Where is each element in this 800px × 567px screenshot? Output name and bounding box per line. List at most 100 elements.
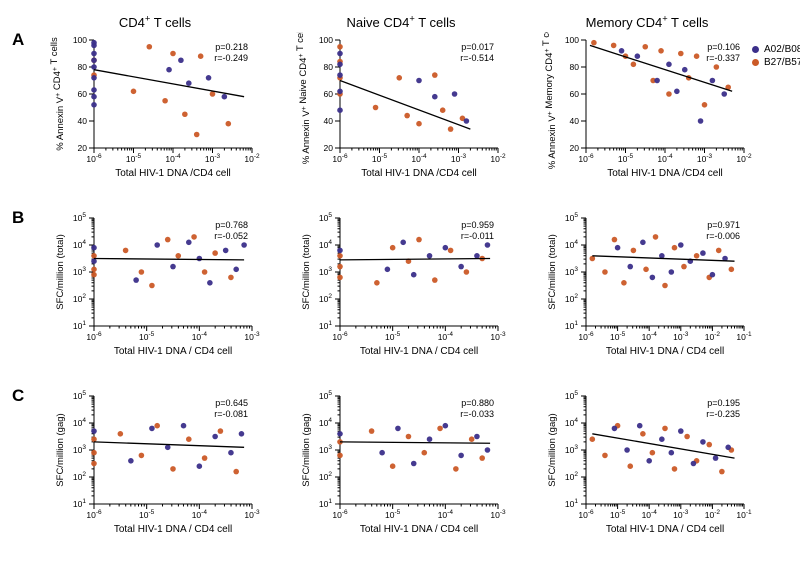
svg-text:10-5: 10-5 [385, 331, 401, 342]
panel-B1: 10-610-510-410-3101102103104105Total HIV… [50, 210, 260, 358]
svg-text:105: 105 [319, 390, 332, 401]
svg-text:10-3: 10-3 [673, 509, 689, 520]
svg-text:10-6: 10-6 [86, 509, 102, 520]
svg-text:10-4: 10-4 [192, 509, 208, 520]
svg-text:10-2: 10-2 [705, 509, 721, 520]
svg-text:10-3: 10-3 [490, 331, 506, 342]
svg-text:10-3: 10-3 [244, 331, 260, 342]
col-header-2: Naive CD4+ T cells [296, 14, 506, 30]
svg-text:100: 100 [565, 35, 579, 45]
row-label-C: C [12, 386, 24, 406]
svg-text:r=-0.514: r=-0.514 [460, 53, 494, 63]
panel-B2: 10-610-510-410-3101102103104105Total HIV… [296, 210, 506, 358]
svg-text:103: 103 [565, 266, 578, 277]
svg-text:Total HIV-1 DNA / CD4 cell: Total HIV-1 DNA / CD4 cell [114, 524, 232, 535]
svg-text:104: 104 [565, 417, 578, 428]
svg-text:p=0.880: p=0.880 [461, 398, 494, 408]
col-header-3: Memory CD4+ T cells [542, 14, 752, 30]
svg-text:10-3: 10-3 [673, 331, 689, 342]
svg-text:r=-0.011: r=-0.011 [461, 231, 494, 241]
svg-text:10-6: 10-6 [86, 331, 102, 342]
svg-text:10-6: 10-6 [86, 153, 102, 164]
svg-text:Total HIV-1 DNA / CD4 cell: Total HIV-1 DNA / CD4 cell [606, 524, 724, 535]
svg-text:Total HIV-1 DNA / CD4 cell: Total HIV-1 DNA / CD4 cell [360, 346, 478, 357]
svg-text:104: 104 [73, 239, 86, 250]
svg-text:102: 102 [319, 471, 332, 482]
legend-label-b27b57: B27/B57 [764, 57, 800, 68]
svg-text:10-5: 10-5 [610, 509, 626, 520]
svg-text:% Annexin V+ CD4+ T cells: % Annexin V+ CD4+ T cells [50, 37, 66, 151]
svg-text:10-1: 10-1 [736, 509, 752, 520]
svg-text:104: 104 [565, 239, 578, 250]
svg-text:104: 104 [319, 239, 332, 250]
svg-text:105: 105 [565, 390, 578, 401]
svg-text:10-6: 10-6 [332, 331, 348, 342]
svg-text:Total HIV-1 DNA /CD4 cell: Total HIV-1 DNA /CD4 cell [607, 168, 723, 179]
svg-text:102: 102 [319, 293, 332, 304]
svg-text:20: 20 [570, 143, 580, 153]
svg-text:102: 102 [565, 293, 578, 304]
svg-text:102: 102 [73, 293, 86, 304]
svg-text:103: 103 [73, 444, 86, 455]
svg-text:103: 103 [319, 266, 332, 277]
svg-text:105: 105 [73, 390, 86, 401]
svg-text:40: 40 [324, 116, 334, 126]
svg-text:Total HIV-1 DNA /CD4 cell: Total HIV-1 DNA /CD4 cell [115, 168, 231, 179]
svg-text:103: 103 [73, 266, 86, 277]
svg-text:p=0.645: p=0.645 [215, 398, 248, 408]
svg-text:10-5: 10-5 [139, 331, 155, 342]
svg-text:10-5: 10-5 [385, 509, 401, 520]
svg-text:101: 101 [565, 498, 578, 509]
svg-text:101: 101 [73, 498, 86, 509]
legend-dot-a02b08 [752, 46, 759, 53]
svg-text:p=0.195: p=0.195 [707, 398, 740, 408]
svg-text:10-4: 10-4 [411, 153, 427, 164]
svg-text:p=0.768: p=0.768 [215, 220, 248, 230]
svg-text:10-6: 10-6 [332, 509, 348, 520]
row-label-A: A [12, 30, 24, 50]
svg-text:p=0.959: p=0.959 [461, 220, 494, 230]
svg-text:103: 103 [565, 444, 578, 455]
row-label-B: B [12, 208, 24, 228]
svg-text:10-3: 10-3 [490, 509, 506, 520]
col-header-1: CD4+ T cells [50, 14, 260, 30]
svg-text:101: 101 [73, 320, 86, 331]
svg-text:10-4: 10-4 [192, 331, 208, 342]
svg-text:10-6: 10-6 [578, 509, 594, 520]
svg-text:105: 105 [319, 212, 332, 223]
svg-text:% Annexin V+ Memory CD4+ T cel: % Annexin V+ Memory CD4+ T cells [542, 32, 558, 169]
panel-A1: 10-610-510-410-310-220406080100Total HIV… [50, 32, 260, 180]
svg-text:80: 80 [78, 62, 88, 72]
panel-C2: 10-610-510-410-3101102103104105Total HIV… [296, 388, 506, 536]
svg-text:10-4: 10-4 [438, 509, 454, 520]
svg-text:r=-0.052: r=-0.052 [214, 231, 248, 241]
svg-text:SFC/million (gag): SFC/million (gag) [55, 413, 66, 486]
svg-text:10-3: 10-3 [451, 153, 467, 164]
svg-text:10-2: 10-2 [244, 153, 260, 164]
svg-text:10-5: 10-5 [618, 153, 634, 164]
svg-text:102: 102 [565, 471, 578, 482]
svg-text:100: 100 [73, 35, 87, 45]
svg-text:101: 101 [319, 320, 332, 331]
svg-text:40: 40 [570, 116, 580, 126]
svg-text:SFC/million (gag): SFC/million (gag) [547, 413, 558, 486]
svg-text:103: 103 [319, 444, 332, 455]
svg-text:10-5: 10-5 [126, 153, 142, 164]
svg-text:10-3: 10-3 [205, 153, 221, 164]
svg-text:Total HIV-1 DNA / CD4 cell: Total HIV-1 DNA / CD4 cell [606, 346, 724, 357]
svg-text:10-2: 10-2 [736, 153, 752, 164]
svg-text:10-5: 10-5 [372, 153, 388, 164]
svg-text:10-4: 10-4 [642, 509, 658, 520]
svg-text:10-6: 10-6 [578, 153, 594, 164]
svg-text:101: 101 [319, 498, 332, 509]
svg-text:10-3: 10-3 [244, 509, 260, 520]
svg-text:SFC/million (total): SFC/million (total) [301, 234, 312, 310]
svg-text:104: 104 [319, 417, 332, 428]
svg-text:10-5: 10-5 [139, 509, 155, 520]
svg-text:10-3: 10-3 [697, 153, 713, 164]
svg-text:101: 101 [565, 320, 578, 331]
panel-B3: 10-610-510-410-310-210-1101102103104105T… [542, 210, 752, 358]
svg-text:60: 60 [324, 89, 334, 99]
svg-text:60: 60 [570, 89, 580, 99]
svg-text:20: 20 [324, 143, 334, 153]
